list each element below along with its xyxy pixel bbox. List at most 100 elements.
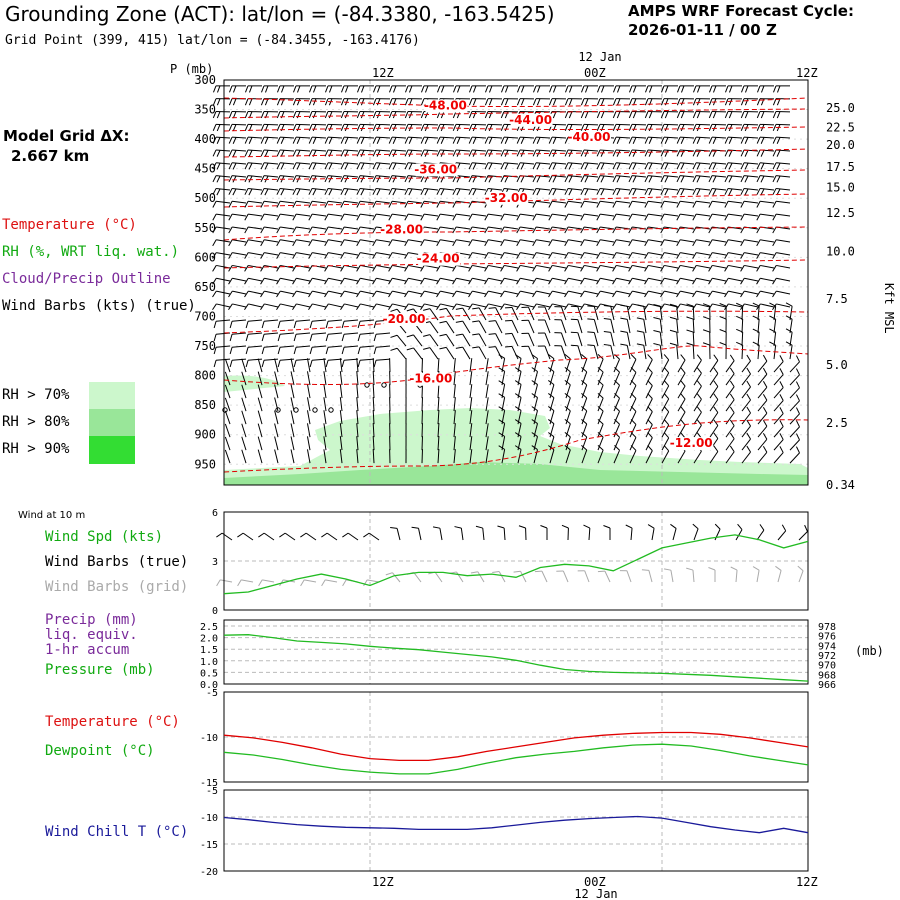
- wind-barb: [501, 85, 519, 93]
- wind-barb: [548, 136, 567, 144]
- wind-barb: [645, 419, 653, 438]
- wind-barb: [357, 345, 375, 355]
- wind-barb: [339, 384, 343, 399]
- wind-barb: [258, 532, 275, 541]
- wind-barb: [372, 200, 391, 208]
- wind-barb: [516, 213, 535, 221]
- wind-barb: [756, 110, 775, 119]
- wind-barb: [469, 449, 473, 464]
- wind-barb: [241, 449, 247, 464]
- wind-barb: [437, 85, 455, 93]
- wind-barb: [437, 358, 440, 373]
- wind-barb: [693, 354, 702, 373]
- wind-barb: [279, 532, 296, 541]
- wind-barb: [741, 354, 751, 373]
- contour-label-bg: [486, 191, 529, 205]
- wind-barb: [385, 572, 401, 583]
- wind-barb: [244, 98, 263, 106]
- wind-barb: [505, 332, 519, 347]
- calm-wind-marker: [381, 382, 387, 388]
- wind-barb: [356, 98, 375, 106]
- temperature-line: [223, 731, 809, 762]
- wind-barb: [644, 277, 663, 285]
- wind-barb: [212, 123, 231, 132]
- wind-barb: [692, 187, 711, 196]
- wind-barb: [603, 344, 615, 360]
- wind-barb: [356, 123, 375, 132]
- wind-barb: [564, 98, 583, 106]
- kft-tick-label: 25.0: [826, 101, 855, 115]
- wind-barb: [653, 304, 663, 321]
- wind-barb: [564, 264, 583, 272]
- wind-barb: [356, 187, 375, 196]
- wind-barb: [772, 239, 791, 247]
- wind-barb: [620, 343, 631, 360]
- wind-barb: [488, 346, 503, 360]
- wind-barb: [274, 449, 279, 464]
- wind-barb: [757, 432, 768, 451]
- wind-barb: [772, 175, 791, 183]
- wind-barb: [725, 419, 735, 438]
- wind-barb: [455, 333, 471, 347]
- wind-barb: [693, 406, 702, 425]
- wind-barb: [228, 149, 247, 157]
- pressure-tick-label: 450: [194, 162, 216, 176]
- wind-barb: [436, 226, 455, 234]
- wind-barb: [636, 304, 647, 321]
- wind-barb: [356, 175, 375, 183]
- wind-barb: [564, 162, 583, 170]
- wind-barb: [773, 394, 784, 412]
- wind-barb: [769, 328, 777, 347]
- pressure-tick-label: 972: [818, 651, 836, 662]
- wind-barb: [741, 406, 751, 425]
- wind-barb: [725, 393, 735, 412]
- wind-barb: [356, 239, 375, 247]
- wind-barb: [339, 436, 343, 451]
- wind-barb: [341, 332, 359, 342]
- wind-barb: [628, 187, 647, 196]
- wind-10m-label: Wind at 10 m: [18, 510, 86, 521]
- wind-barb: [516, 264, 535, 272]
- wind-barb: [290, 371, 295, 386]
- wind-barb: [323, 371, 327, 386]
- wind-barb: [420, 136, 439, 144]
- wind-barb: [757, 85, 775, 93]
- precip-tick-label: 2.5: [200, 622, 218, 633]
- wind-barb: [612, 162, 631, 170]
- wind-barb: [554, 319, 567, 334]
- wind-barb: [692, 123, 711, 132]
- wind-barb: [677, 367, 686, 386]
- wind-barb: [213, 332, 231, 342]
- wind-barb: [612, 149, 631, 157]
- legend-precip-sub2: 1-hr accum: [45, 642, 130, 658]
- wind-barb: [453, 449, 456, 464]
- wind-barb: [613, 85, 631, 93]
- wind-barb: [661, 432, 670, 451]
- wind-barb: [505, 319, 519, 334]
- wind-barb: [692, 239, 711, 247]
- wind-barb: [453, 85, 471, 93]
- top-tick-00z: 00Z: [584, 66, 606, 80]
- wind-barb: [356, 290, 375, 298]
- wind-barb: [292, 239, 311, 247]
- wind-barb: [257, 436, 263, 451]
- wind-barb: [756, 213, 775, 221]
- wind-barb: [323, 397, 327, 412]
- wind-barb: [423, 308, 439, 321]
- wind-barb: [772, 162, 791, 170]
- wind-barb: [724, 252, 743, 259]
- wind-barb: [628, 239, 647, 247]
- contour-label: -24.00: [417, 252, 460, 266]
- wind-barb: [533, 85, 551, 93]
- pressure-tick-label: 350: [194, 103, 216, 117]
- wind-barb: [292, 110, 311, 119]
- wind-barb: [306, 449, 311, 464]
- wind-barb: [339, 358, 343, 373]
- wind-barb: [388, 187, 407, 196]
- wind-barb: [564, 252, 583, 259]
- wind-barb: [309, 345, 327, 355]
- wind-barb: [372, 436, 375, 451]
- wind-barb: [340, 277, 359, 285]
- wind-barb: [714, 523, 721, 541]
- wind-barb: [692, 213, 711, 221]
